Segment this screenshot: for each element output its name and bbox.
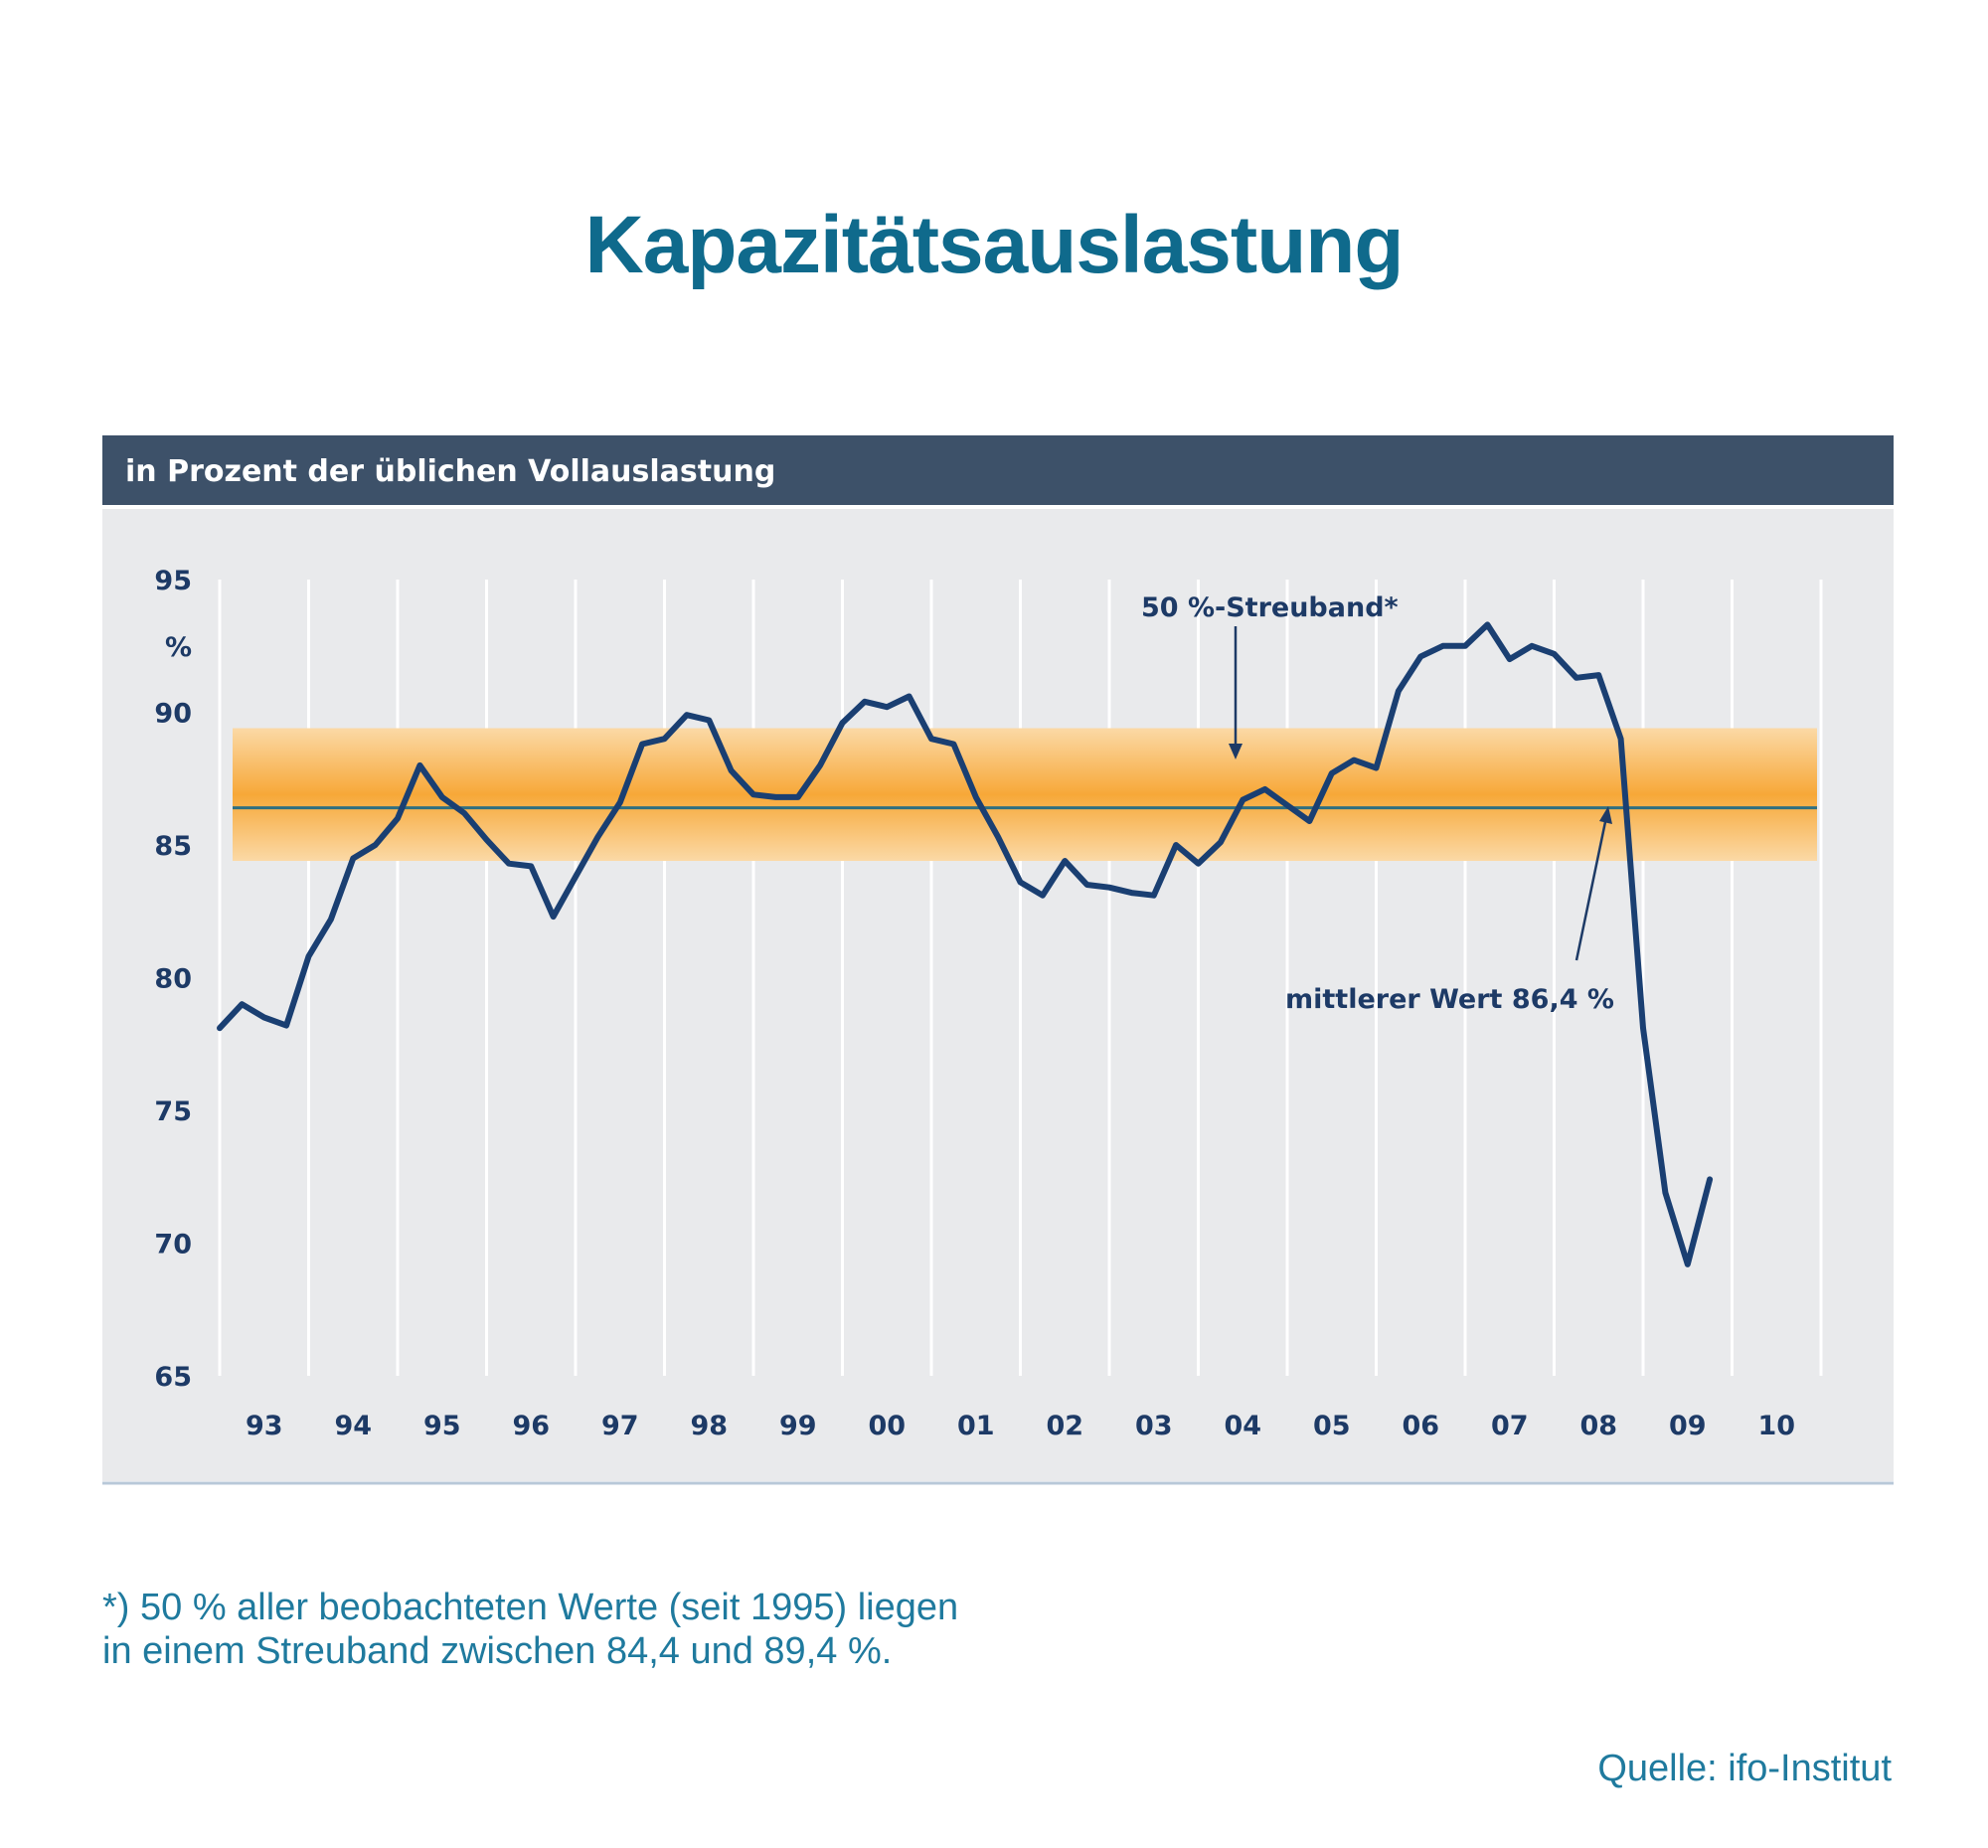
band-label: 50 %-Streuband* bbox=[1141, 592, 1399, 623]
gridlines bbox=[218, 580, 1823, 1376]
x-tick-label: 00 bbox=[868, 1411, 906, 1441]
source-note: Quelle: ifo-Institut bbox=[1597, 1748, 1892, 1789]
x-tick-label: 99 bbox=[779, 1411, 817, 1441]
y-tick-label: 95 bbox=[154, 566, 192, 596]
x-tick-label: 94 bbox=[334, 1411, 372, 1441]
streuband-rect bbox=[233, 728, 1817, 862]
mean-arrow bbox=[1574, 816, 1608, 961]
y-tick-label: 80 bbox=[154, 964, 192, 995]
plot-background bbox=[102, 509, 1894, 1481]
x-tick-label: 02 bbox=[1046, 1411, 1083, 1441]
mean-arrowhead bbox=[1599, 806, 1612, 824]
x-tick-label: 07 bbox=[1491, 1411, 1529, 1441]
capacity-chart: in Prozent der üblichen Vollauslastung 6… bbox=[102, 435, 1894, 1485]
band-arrowhead bbox=[1229, 744, 1242, 759]
y-axis-unit: % bbox=[165, 632, 192, 663]
x-tick-label: 04 bbox=[1224, 1411, 1261, 1441]
y-tick-label: 75 bbox=[154, 1096, 192, 1127]
chart-title: Kapazitätsauslastung bbox=[584, 200, 1405, 290]
series-layer bbox=[217, 621, 1714, 1267]
chart-subtitle: in Prozent der üblichen Vollauslastung bbox=[125, 454, 775, 489]
x-tick-label: 93 bbox=[246, 1411, 283, 1441]
x-tick-label: 03 bbox=[1135, 1411, 1173, 1441]
x-tick-label: 05 bbox=[1313, 1411, 1351, 1441]
subtitle-bar bbox=[102, 435, 1894, 505]
x-tick-label: 01 bbox=[957, 1411, 995, 1441]
series-line bbox=[217, 621, 1714, 1267]
mean-label: mittlerer Wert 86,4 % bbox=[1285, 984, 1614, 1015]
x-tick-label: 09 bbox=[1669, 1411, 1707, 1441]
x-tick-label: 97 bbox=[601, 1411, 639, 1441]
footnote-line-1: *) 50 % aller beobachteten Werte (seit 1… bbox=[102, 1587, 959, 1628]
y-tick-label: 85 bbox=[154, 831, 192, 862]
streuband bbox=[233, 728, 1817, 862]
annotations: 50 %-Streuband* mittlerer Wert 86,4 % bbox=[1141, 592, 1614, 1015]
x-tick-label: 95 bbox=[423, 1411, 461, 1441]
axis-labels: 65 70 75 80 85 90 95% 93 94 95 96 97 98 99 00 01 02 03 04 0… bbox=[154, 566, 1795, 1441]
x-tick-label: 10 bbox=[1757, 1411, 1795, 1441]
x-tick-label: 96 bbox=[512, 1411, 550, 1441]
footnote: *) 50 % aller beobachteten Werte (seit 1… bbox=[102, 1586, 958, 1673]
footnote-line-2: in einem Streuband zwischen 84,4 und 89,… bbox=[102, 1630, 893, 1672]
x-tick-label: 06 bbox=[1402, 1411, 1439, 1441]
y-tick-label: 65 bbox=[154, 1362, 192, 1393]
y-tick-label: 70 bbox=[154, 1230, 192, 1260]
x-tick-label: 98 bbox=[690, 1411, 728, 1441]
y-tick-label: 90 bbox=[154, 699, 192, 730]
x-tick-label: 08 bbox=[1579, 1411, 1617, 1441]
